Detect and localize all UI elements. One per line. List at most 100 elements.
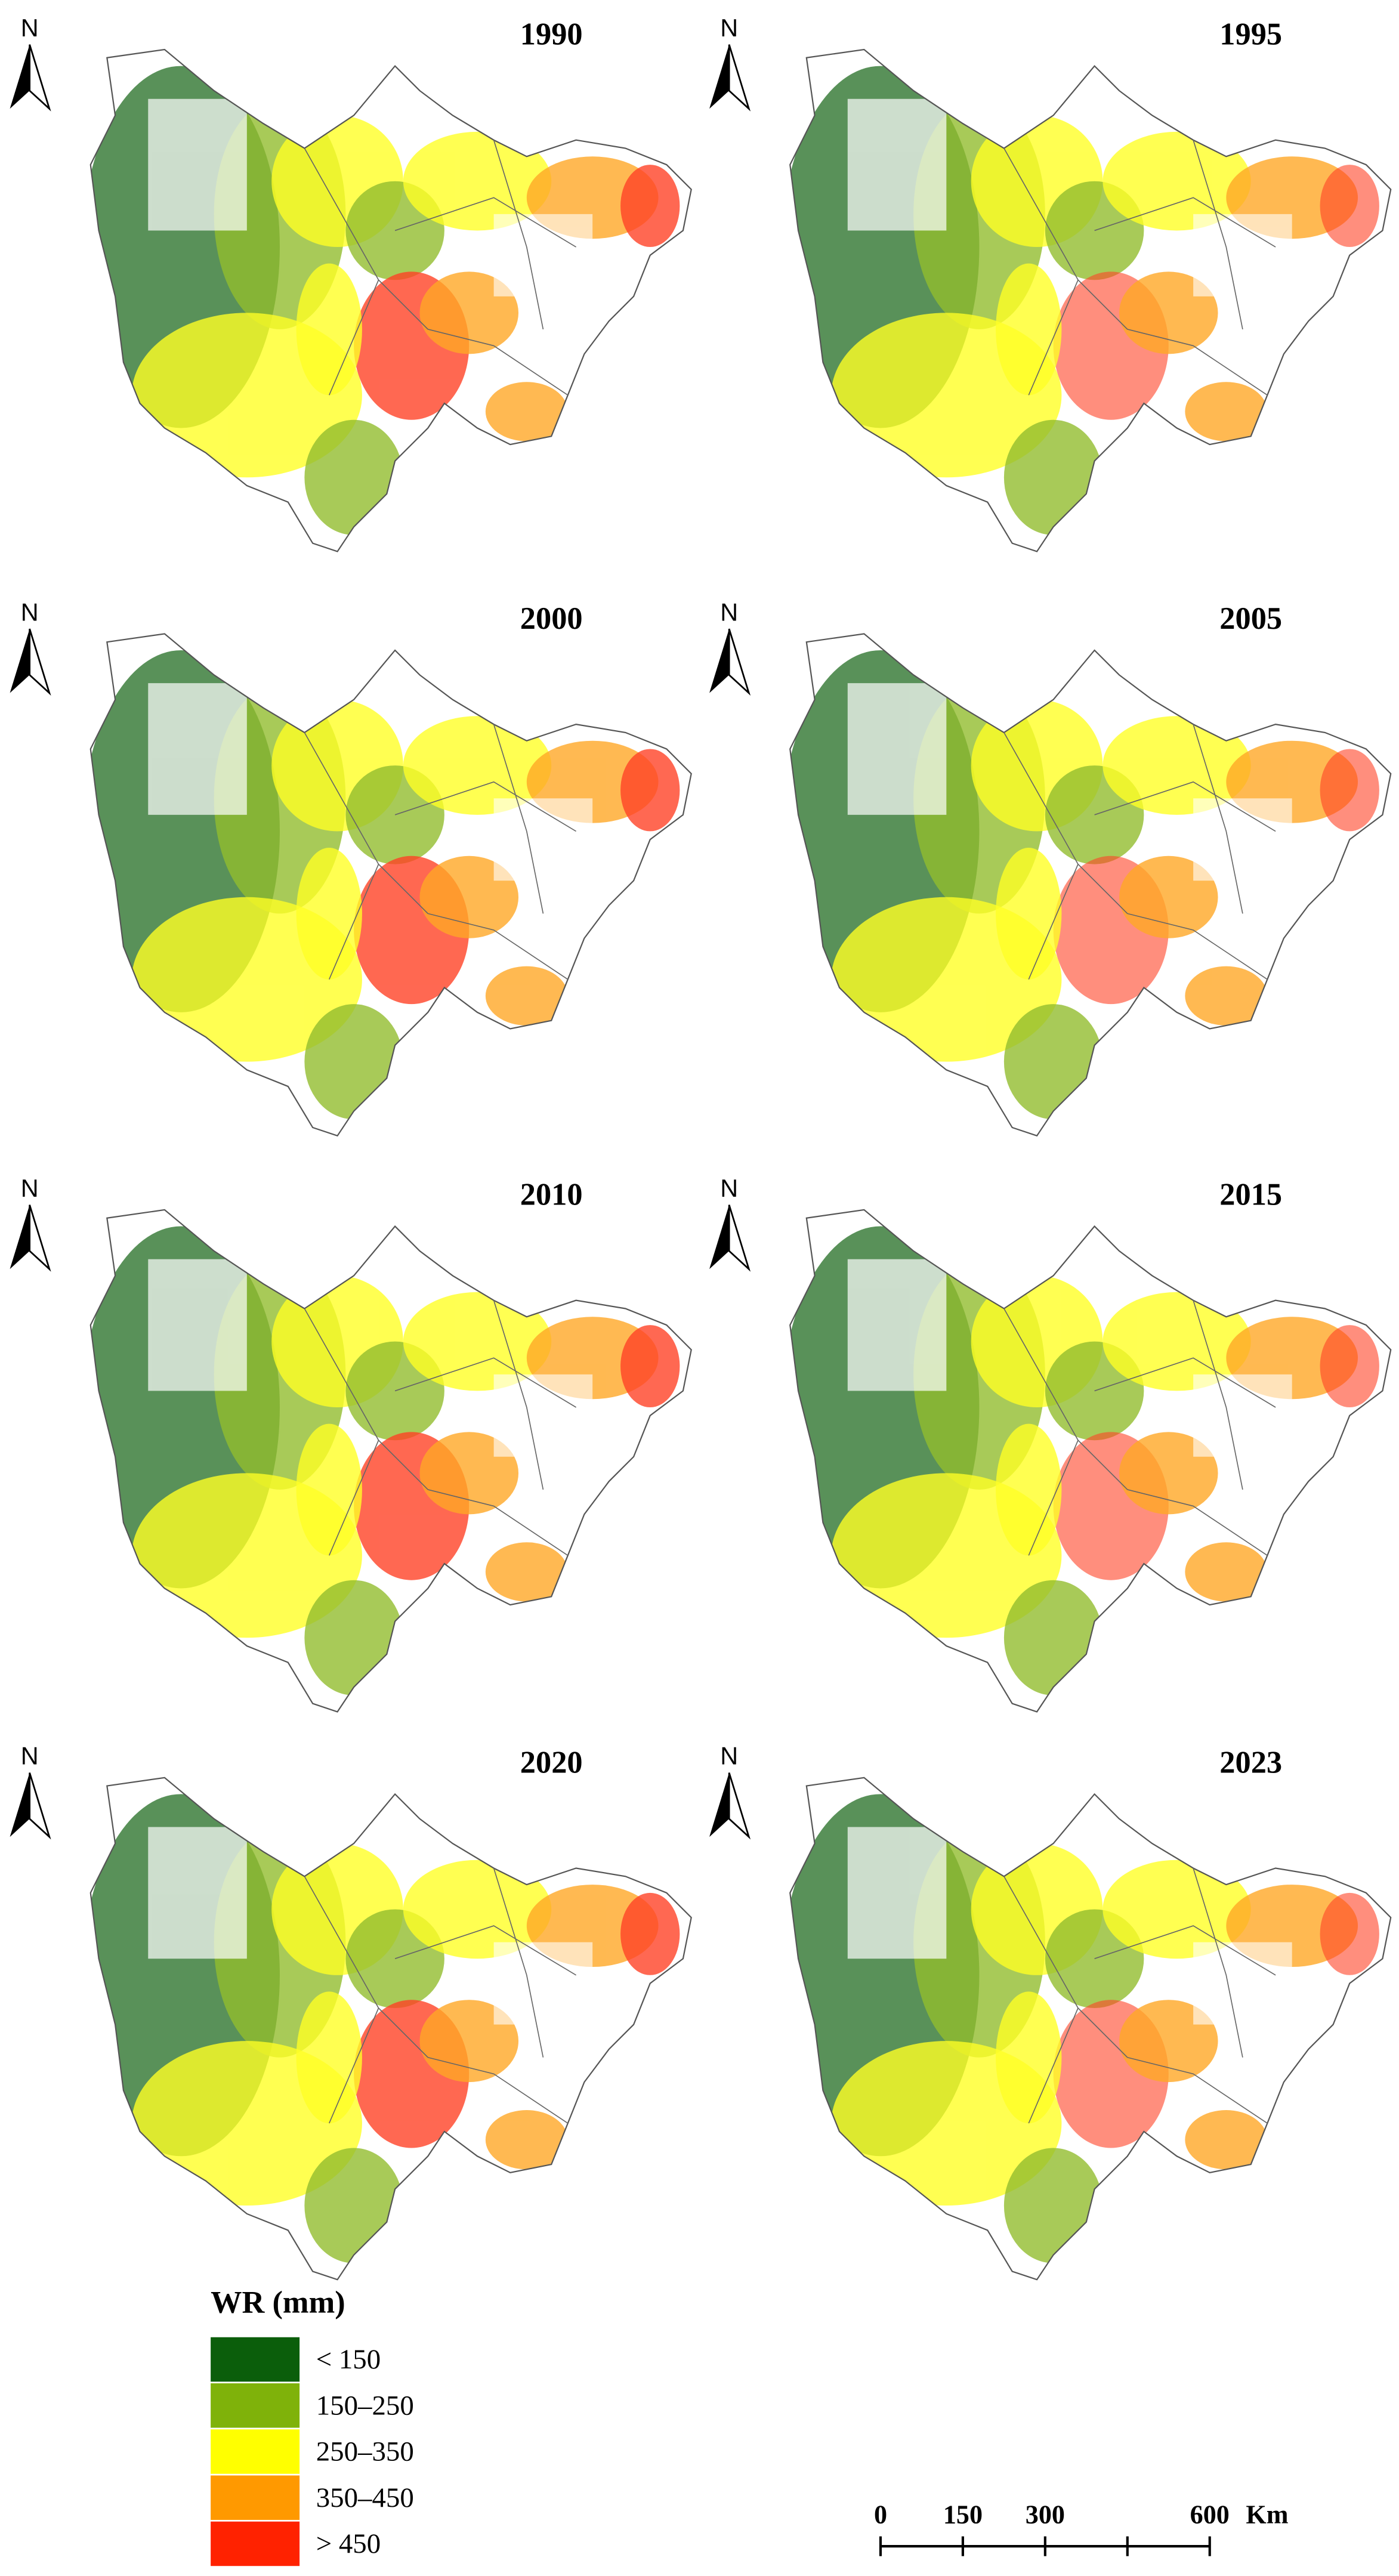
map-panel: 2015 N bbox=[709, 1175, 1392, 1713]
panel-title: 2010 bbox=[520, 1178, 583, 1212]
county-boundary bbox=[1003, 724, 1276, 980]
north-label: N bbox=[21, 598, 39, 626]
region-outline bbox=[789, 48, 1392, 552]
sparse-area bbox=[148, 683, 247, 815]
north-arrow bbox=[29, 628, 51, 696]
panel-title: 2023 bbox=[1219, 1745, 1282, 1780]
panel-title: 1995 bbox=[1219, 17, 1282, 52]
panel-title: 2000 bbox=[520, 601, 583, 636]
land-patch bbox=[1185, 1542, 1268, 1602]
land-cover bbox=[790, 1794, 1379, 2263]
region-outline bbox=[89, 48, 692, 552]
legend-swatch bbox=[211, 2337, 300, 2382]
north-arrow bbox=[728, 1772, 751, 1840]
sparse-area bbox=[1193, 1942, 1292, 2025]
north-label: N bbox=[720, 14, 738, 42]
legend-swatch bbox=[211, 2521, 300, 2566]
legend-swatch bbox=[211, 2429, 300, 2474]
map-panel: 2020 N bbox=[10, 1743, 692, 2281]
region-outline bbox=[89, 1777, 692, 2281]
map-panel: 1995 N bbox=[709, 14, 1392, 552]
north-arrow bbox=[709, 44, 730, 109]
land-patch bbox=[620, 165, 680, 248]
legend-label: 350–450 bbox=[316, 2482, 414, 2513]
land-patch bbox=[304, 2148, 403, 2263]
north-arrow bbox=[10, 1772, 30, 1837]
north-arrow bbox=[728, 44, 751, 112]
sparse-area bbox=[493, 214, 593, 296]
land-patch bbox=[1320, 749, 1379, 832]
sparse-area bbox=[847, 1827, 947, 1959]
sparse-area bbox=[148, 1827, 247, 1959]
north-label: N bbox=[720, 598, 738, 626]
legend-label: < 150 bbox=[316, 2344, 381, 2375]
county-boundary bbox=[1003, 1868, 1276, 2124]
county-boundary bbox=[1003, 140, 1276, 396]
north-label: N bbox=[21, 14, 39, 42]
panel-title: 2015 bbox=[1219, 1178, 1282, 1212]
land-patch bbox=[485, 382, 568, 441]
county-boundary bbox=[304, 1300, 577, 1556]
sparse-area bbox=[148, 98, 247, 231]
sparse-area bbox=[148, 1259, 247, 1391]
sparse-area bbox=[847, 1259, 947, 1391]
north-arrow bbox=[10, 44, 30, 109]
panel-title: 2005 bbox=[1219, 601, 1282, 636]
north-arrow bbox=[29, 1772, 51, 1840]
map-panel: 2000 N bbox=[10, 598, 692, 1137]
legend-title: WR (mm) bbox=[211, 2285, 345, 2319]
county-boundary bbox=[304, 1868, 577, 2124]
north-arrow bbox=[709, 1772, 730, 1837]
land-patch bbox=[296, 848, 362, 980]
county-boundary bbox=[304, 724, 577, 980]
land-patch bbox=[620, 1892, 680, 1975]
scale-label: 0 bbox=[874, 2500, 887, 2529]
sparse-area bbox=[847, 683, 947, 815]
land-patch bbox=[304, 1580, 403, 1695]
sparse-area bbox=[493, 798, 593, 881]
legend-swatch bbox=[211, 2475, 300, 2520]
land-patch bbox=[996, 1423, 1062, 1556]
sparse-area bbox=[493, 1942, 593, 2025]
scale-label: 150 bbox=[943, 2500, 983, 2529]
land-patch bbox=[1003, 419, 1103, 535]
county-boundary bbox=[304, 140, 577, 396]
legend-label: > 450 bbox=[316, 2528, 381, 2559]
land-patch bbox=[304, 419, 403, 535]
land-patch bbox=[1003, 1580, 1103, 1695]
county-boundary bbox=[1003, 1300, 1276, 1556]
north-arrow bbox=[709, 629, 730, 693]
region-outline bbox=[789, 1209, 1392, 1713]
land-cover bbox=[90, 66, 680, 535]
land-patch bbox=[304, 1004, 403, 1120]
region-outline bbox=[89, 633, 692, 1137]
land-patch bbox=[620, 749, 680, 832]
scale-label: 300 bbox=[1026, 2500, 1065, 2529]
north-label: N bbox=[21, 1175, 39, 1202]
land-patch bbox=[1003, 2148, 1103, 2263]
land-patch bbox=[1185, 966, 1268, 1026]
map-panel: 2005 N bbox=[709, 598, 1392, 1137]
north-arrow bbox=[728, 628, 751, 696]
land-patch bbox=[296, 1991, 362, 2124]
sparse-area bbox=[1193, 214, 1292, 296]
sparse-area bbox=[493, 1374, 593, 1457]
sparse-area bbox=[847, 98, 947, 231]
land-patch bbox=[296, 263, 362, 396]
north-arrow bbox=[10, 629, 30, 693]
region-outline bbox=[89, 1209, 692, 1713]
land-patch bbox=[996, 848, 1062, 980]
map-panel: 2010 N bbox=[10, 1175, 692, 1713]
land-cover bbox=[90, 1794, 680, 2263]
land-patch bbox=[996, 1991, 1062, 2124]
map-panel: 1990 N bbox=[10, 14, 692, 552]
north-label: N bbox=[720, 1175, 738, 1202]
map-panel: 2023 N bbox=[709, 1743, 1392, 2281]
land-patch bbox=[485, 2110, 568, 2170]
legend-label: 150–250 bbox=[316, 2390, 414, 2421]
scale-label: 600 bbox=[1190, 2500, 1230, 2529]
north-arrow bbox=[10, 1204, 30, 1270]
land-patch bbox=[1320, 1892, 1379, 1975]
land-patch bbox=[296, 1423, 362, 1556]
region-outline bbox=[789, 1777, 1392, 2281]
